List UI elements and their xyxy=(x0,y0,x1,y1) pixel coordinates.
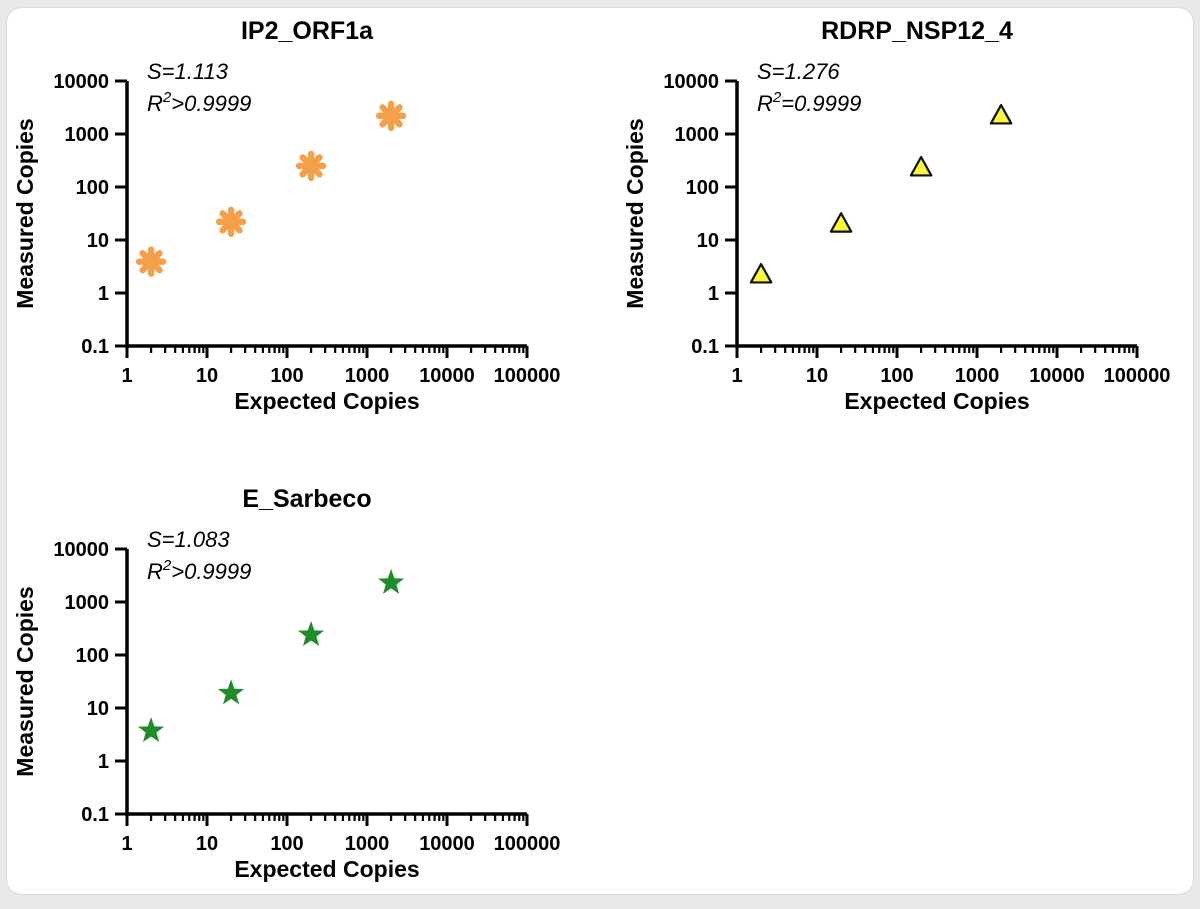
chart-e-sarbeco: E_Sarbeco 0.1 1 10 100 1000 10000 1 10 100 1000 100… xyxy=(7,481,585,894)
scatter-plot-svg: RDRP_NSP12_4 0.1 1 10 100 1000 10000 1 10 100 1000… xyxy=(622,17,1170,414)
r-squared-annotation: R2>0.9999 xyxy=(147,557,251,584)
chart-rdrp-nsp12-4: RDRP_NSP12_4 0.1 1 10 100 1000 10000 1 10 100 1000… xyxy=(617,13,1193,453)
y-tick-label: 100 xyxy=(686,177,719,199)
x-tick-label: 10 xyxy=(196,365,218,387)
scatter-plot-svg: E_Sarbeco 0.1 1 10 100 1000 10000 1 10 100 1000 100… xyxy=(12,485,560,882)
scatter-plot-svg: IP2_ORF1a 0.1 1 10 100 1000 10000 1 10 100 1000 100… xyxy=(12,17,560,414)
x-tick-label: 100000 xyxy=(494,833,561,855)
data-point-marker xyxy=(829,212,853,233)
x-tick-label: 100000 xyxy=(494,365,561,387)
y-tick-label: 1 xyxy=(708,283,719,305)
x-tick-label: 100000 xyxy=(1104,365,1171,387)
figure-card: IP2_ORF1a 0.1 1 10 100 1000 10000 1 10 100 1000 100… xyxy=(6,7,1194,895)
data-points xyxy=(749,103,1013,284)
data-points xyxy=(137,569,405,743)
y-tick-label: 10000 xyxy=(53,71,109,93)
y-axis-ticks: 0.1 1 10 100 1000 10000 xyxy=(663,71,737,358)
x-tick-label: 1000 xyxy=(345,833,390,855)
x-tick-label: 100 xyxy=(270,365,303,387)
y-tick-label: 0.1 xyxy=(81,336,109,358)
data-point-marker xyxy=(295,150,327,182)
x-tick-label: 100 xyxy=(880,365,913,387)
data-point-marker xyxy=(217,679,245,705)
y-tick-label: 100 xyxy=(76,177,109,199)
data-points xyxy=(135,100,407,277)
y-axis-label: Measured Copies xyxy=(622,118,648,308)
x-axis-ticks: 1 10 100 1000 10000 100000 xyxy=(121,814,560,855)
x-tick-label: 100 xyxy=(270,833,303,855)
y-tick-label: 10 xyxy=(697,230,719,252)
y-tick-label: 1 xyxy=(98,751,109,773)
y-tick-label: 1000 xyxy=(65,124,110,146)
x-tick-label: 1 xyxy=(121,833,132,855)
x-tick-label: 1 xyxy=(731,365,742,387)
data-point-marker xyxy=(215,206,247,238)
x-axis-ticks: 1 10 100 1000 10000 100000 xyxy=(731,346,1170,387)
y-axis-ticks: 0.1 1 10 100 1000 10000 xyxy=(53,71,127,358)
data-point-marker xyxy=(297,621,325,647)
y-tick-label: 10000 xyxy=(663,71,719,93)
x-tick-label: 1 xyxy=(121,365,132,387)
data-point-marker xyxy=(375,100,407,132)
x-tick-label: 10 xyxy=(806,365,828,387)
y-axis-label: Measured Copies xyxy=(12,118,38,308)
chart-title: RDRP_NSP12_4 xyxy=(821,17,1013,45)
x-axis-label: Expected Copies xyxy=(234,388,419,414)
x-tick-label: 10000 xyxy=(419,365,475,387)
slope-annotation: S=1.083 xyxy=(147,527,230,552)
y-tick-label: 1000 xyxy=(65,592,110,614)
chart-title: IP2_ORF1a xyxy=(241,17,374,45)
y-tick-label: 1000 xyxy=(675,124,720,146)
axes-frame xyxy=(125,549,527,816)
y-tick-label: 10 xyxy=(87,698,109,720)
x-tick-label: 10000 xyxy=(419,833,475,855)
data-point-marker xyxy=(989,103,1013,125)
data-point-marker xyxy=(135,246,167,277)
x-tick-label: 1000 xyxy=(955,365,1000,387)
y-tick-label: 0.1 xyxy=(691,336,719,358)
chart-title: E_Sarbeco xyxy=(242,485,371,513)
x-axis-label: Expected Copies xyxy=(234,856,419,882)
axes-frame xyxy=(735,81,1137,348)
r-squared-annotation: R2=0.9999 xyxy=(757,89,861,116)
slope-annotation: S=1.276 xyxy=(757,59,840,84)
y-tick-label: 1 xyxy=(98,283,109,305)
y-axis-label: Measured Copies xyxy=(12,586,38,776)
y-tick-label: 10000 xyxy=(53,539,109,561)
r-squared-annotation: R2>0.9999 xyxy=(147,89,251,116)
y-axis-ticks: 0.1 1 10 100 1000 10000 xyxy=(53,539,127,826)
slope-annotation: S=1.113 xyxy=(147,59,229,84)
y-tick-label: 0.1 xyxy=(81,804,109,826)
data-point-marker xyxy=(377,569,405,594)
x-tick-label: 10000 xyxy=(1029,365,1085,387)
chart-ip2-orf1a: IP2_ORF1a 0.1 1 10 100 1000 10000 1 10 100 1000 100… xyxy=(7,13,585,453)
x-tick-label: 1000 xyxy=(345,365,390,387)
y-tick-label: 10 xyxy=(87,230,109,252)
y-tick-label: 100 xyxy=(76,645,109,667)
x-axis-ticks: 1 10 100 1000 10000 100000 xyxy=(121,346,560,387)
x-axis-label: Expected Copies xyxy=(844,388,1029,414)
data-point-marker xyxy=(909,155,933,177)
data-point-marker xyxy=(137,717,165,743)
data-point-marker xyxy=(749,262,773,284)
axes-frame xyxy=(125,81,527,348)
x-tick-label: 10 xyxy=(196,833,218,855)
